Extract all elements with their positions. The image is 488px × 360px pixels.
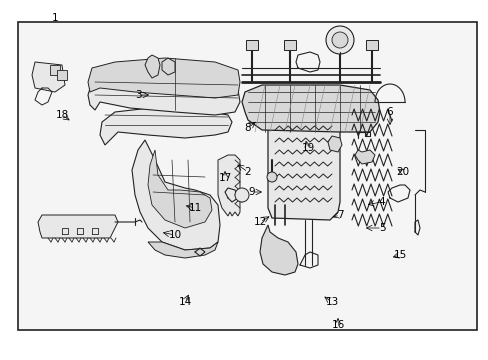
Circle shape bbox=[331, 32, 347, 48]
Text: 5: 5 bbox=[378, 223, 385, 233]
Polygon shape bbox=[148, 150, 212, 228]
Polygon shape bbox=[260, 225, 297, 275]
Text: 11: 11 bbox=[188, 203, 201, 213]
Text: 2: 2 bbox=[244, 167, 251, 177]
Polygon shape bbox=[218, 155, 240, 216]
Text: 1: 1 bbox=[52, 13, 58, 23]
Bar bbox=[18, 22, 476, 330]
Text: 8: 8 bbox=[244, 123, 251, 133]
Text: 10: 10 bbox=[168, 230, 181, 240]
Text: 14: 14 bbox=[178, 297, 191, 307]
Text: 3: 3 bbox=[134, 90, 141, 100]
Text: 7: 7 bbox=[336, 210, 343, 220]
Text: 16: 16 bbox=[331, 320, 344, 330]
Text: 19: 19 bbox=[301, 143, 314, 153]
Text: 6: 6 bbox=[386, 107, 392, 117]
Text: 18: 18 bbox=[55, 110, 68, 120]
Polygon shape bbox=[267, 112, 339, 220]
Text: 9: 9 bbox=[248, 187, 255, 197]
Polygon shape bbox=[32, 62, 65, 92]
Polygon shape bbox=[284, 40, 295, 50]
Polygon shape bbox=[50, 65, 60, 75]
Text: 17: 17 bbox=[218, 173, 231, 183]
Text: 15: 15 bbox=[392, 250, 406, 260]
Polygon shape bbox=[88, 70, 240, 115]
Polygon shape bbox=[100, 108, 231, 145]
Circle shape bbox=[235, 188, 248, 202]
Polygon shape bbox=[57, 70, 67, 80]
Polygon shape bbox=[145, 55, 160, 78]
Polygon shape bbox=[333, 40, 346, 50]
Polygon shape bbox=[88, 58, 240, 98]
Circle shape bbox=[266, 172, 276, 182]
Polygon shape bbox=[148, 242, 218, 258]
Polygon shape bbox=[365, 40, 377, 50]
Text: 20: 20 bbox=[396, 167, 409, 177]
Polygon shape bbox=[242, 85, 379, 132]
Polygon shape bbox=[162, 58, 175, 75]
Polygon shape bbox=[132, 140, 220, 250]
Text: 13: 13 bbox=[325, 297, 338, 307]
Polygon shape bbox=[327, 136, 341, 152]
Text: 4: 4 bbox=[378, 197, 385, 207]
Polygon shape bbox=[245, 40, 258, 50]
Polygon shape bbox=[354, 150, 374, 164]
Text: 12: 12 bbox=[253, 217, 266, 227]
Polygon shape bbox=[38, 215, 118, 238]
Circle shape bbox=[325, 26, 353, 54]
